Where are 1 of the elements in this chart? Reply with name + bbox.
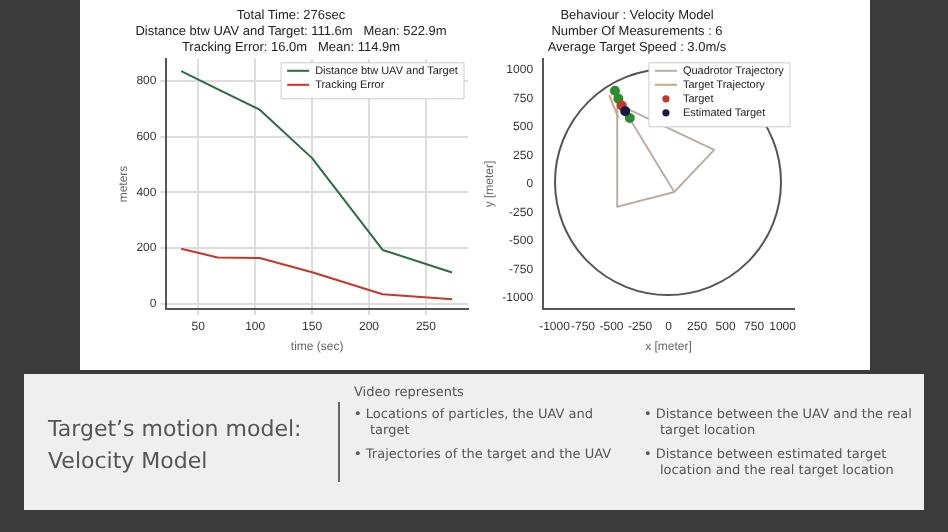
text: Target’s motion model: Velocity Model xyxy=(48,414,304,478)
